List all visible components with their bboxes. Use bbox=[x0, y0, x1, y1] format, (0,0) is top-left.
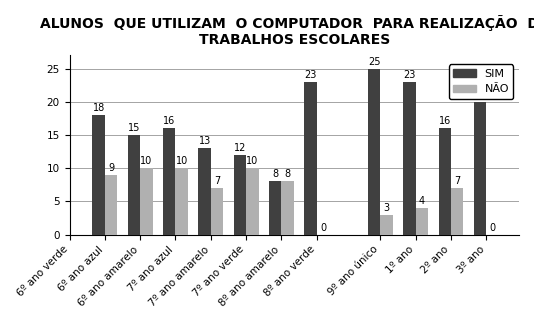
Bar bbox=[438, 128, 451, 234]
Legend: SIM, NÃO: SIM, NÃO bbox=[449, 65, 514, 99]
Text: 7: 7 bbox=[454, 176, 460, 186]
Bar bbox=[211, 188, 223, 234]
Text: 25: 25 bbox=[368, 57, 380, 67]
Bar bbox=[234, 155, 246, 234]
Text: 15: 15 bbox=[128, 123, 140, 133]
Bar bbox=[380, 215, 392, 234]
Bar bbox=[281, 182, 294, 234]
Text: 4: 4 bbox=[419, 196, 425, 206]
Text: 10: 10 bbox=[140, 156, 153, 166]
Text: 18: 18 bbox=[92, 103, 105, 113]
Bar bbox=[246, 168, 258, 234]
Text: 0: 0 bbox=[320, 223, 326, 233]
Text: 0: 0 bbox=[490, 223, 496, 233]
Bar bbox=[403, 82, 415, 234]
Bar bbox=[176, 168, 188, 234]
Bar bbox=[105, 175, 117, 234]
Bar bbox=[163, 128, 176, 234]
Bar bbox=[128, 135, 140, 234]
Text: 12: 12 bbox=[234, 143, 246, 153]
Text: 7: 7 bbox=[214, 176, 220, 186]
Text: 3: 3 bbox=[383, 203, 390, 213]
Text: 13: 13 bbox=[199, 136, 211, 146]
Bar bbox=[474, 102, 486, 234]
Text: 20: 20 bbox=[474, 90, 486, 100]
Text: 16: 16 bbox=[439, 116, 451, 126]
Bar bbox=[140, 168, 153, 234]
Text: 8: 8 bbox=[272, 170, 278, 180]
Bar bbox=[451, 188, 464, 234]
Bar bbox=[415, 208, 428, 234]
Bar bbox=[269, 182, 281, 234]
Text: 23: 23 bbox=[304, 70, 317, 80]
Bar bbox=[368, 68, 380, 234]
Text: 10: 10 bbox=[176, 156, 188, 166]
Text: 16: 16 bbox=[163, 116, 176, 126]
Bar bbox=[304, 82, 317, 234]
Bar bbox=[92, 115, 105, 234]
Text: 23: 23 bbox=[403, 70, 415, 80]
Text: 9: 9 bbox=[108, 163, 114, 173]
Bar bbox=[199, 148, 211, 234]
Text: 10: 10 bbox=[246, 156, 258, 166]
Text: 8: 8 bbox=[285, 170, 290, 180]
Title: ALUNOS  QUE UTILIZAM  O COMPUTADOR  PARA REALIZAÇÃO  DE
TRABALHOS ESCOLARES: ALUNOS QUE UTILIZAM O COMPUTADOR PARA RE… bbox=[40, 15, 534, 47]
